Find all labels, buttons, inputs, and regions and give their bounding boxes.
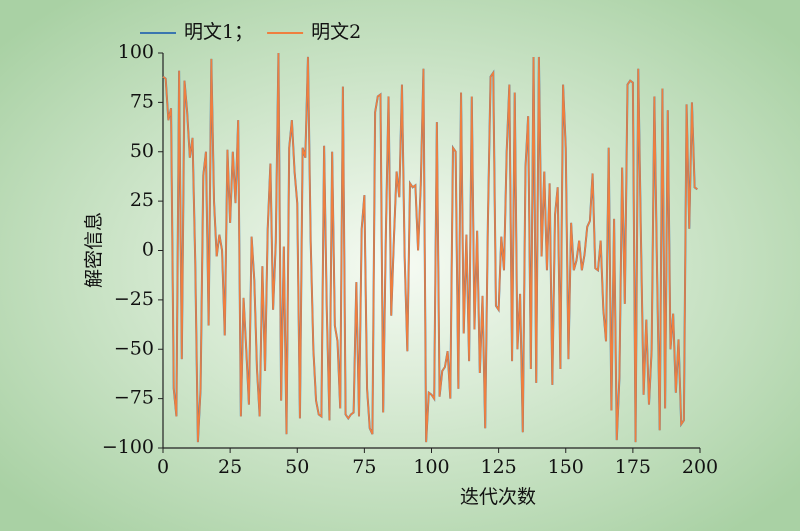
legend-label: 明文1； (184, 21, 253, 43)
x-axis-label: 迭代次数 (460, 486, 536, 508)
line-series (162, 52, 698, 443)
x-tick-label: 75 (352, 456, 376, 478)
y-tick-label: 0 (142, 239, 154, 261)
x-tick-label: 50 (285, 456, 309, 478)
x-tick-label: 150 (548, 456, 584, 478)
y-tick-label: 100 (118, 41, 154, 63)
x-tick-label: 25 (218, 456, 242, 478)
y-tick-label: −75 (114, 387, 154, 409)
y-tick-label: −50 (114, 337, 154, 359)
y-tick-label: 75 (130, 90, 154, 112)
x-tick-label: 0 (157, 456, 169, 478)
x-tick-label: 175 (615, 456, 651, 478)
y-axis-label: 解密信息 (83, 212, 105, 288)
x-tick-label: 200 (682, 456, 718, 478)
x-tick-label: 100 (413, 456, 449, 478)
legend-label: 明文2 (311, 21, 361, 43)
y-tick-label: 50 (130, 140, 154, 162)
x-tick-label: 125 (480, 456, 516, 478)
y-tick-label: −25 (114, 288, 154, 310)
y-tick-label: 25 (130, 189, 154, 211)
y-tick-label: −100 (102, 436, 154, 458)
